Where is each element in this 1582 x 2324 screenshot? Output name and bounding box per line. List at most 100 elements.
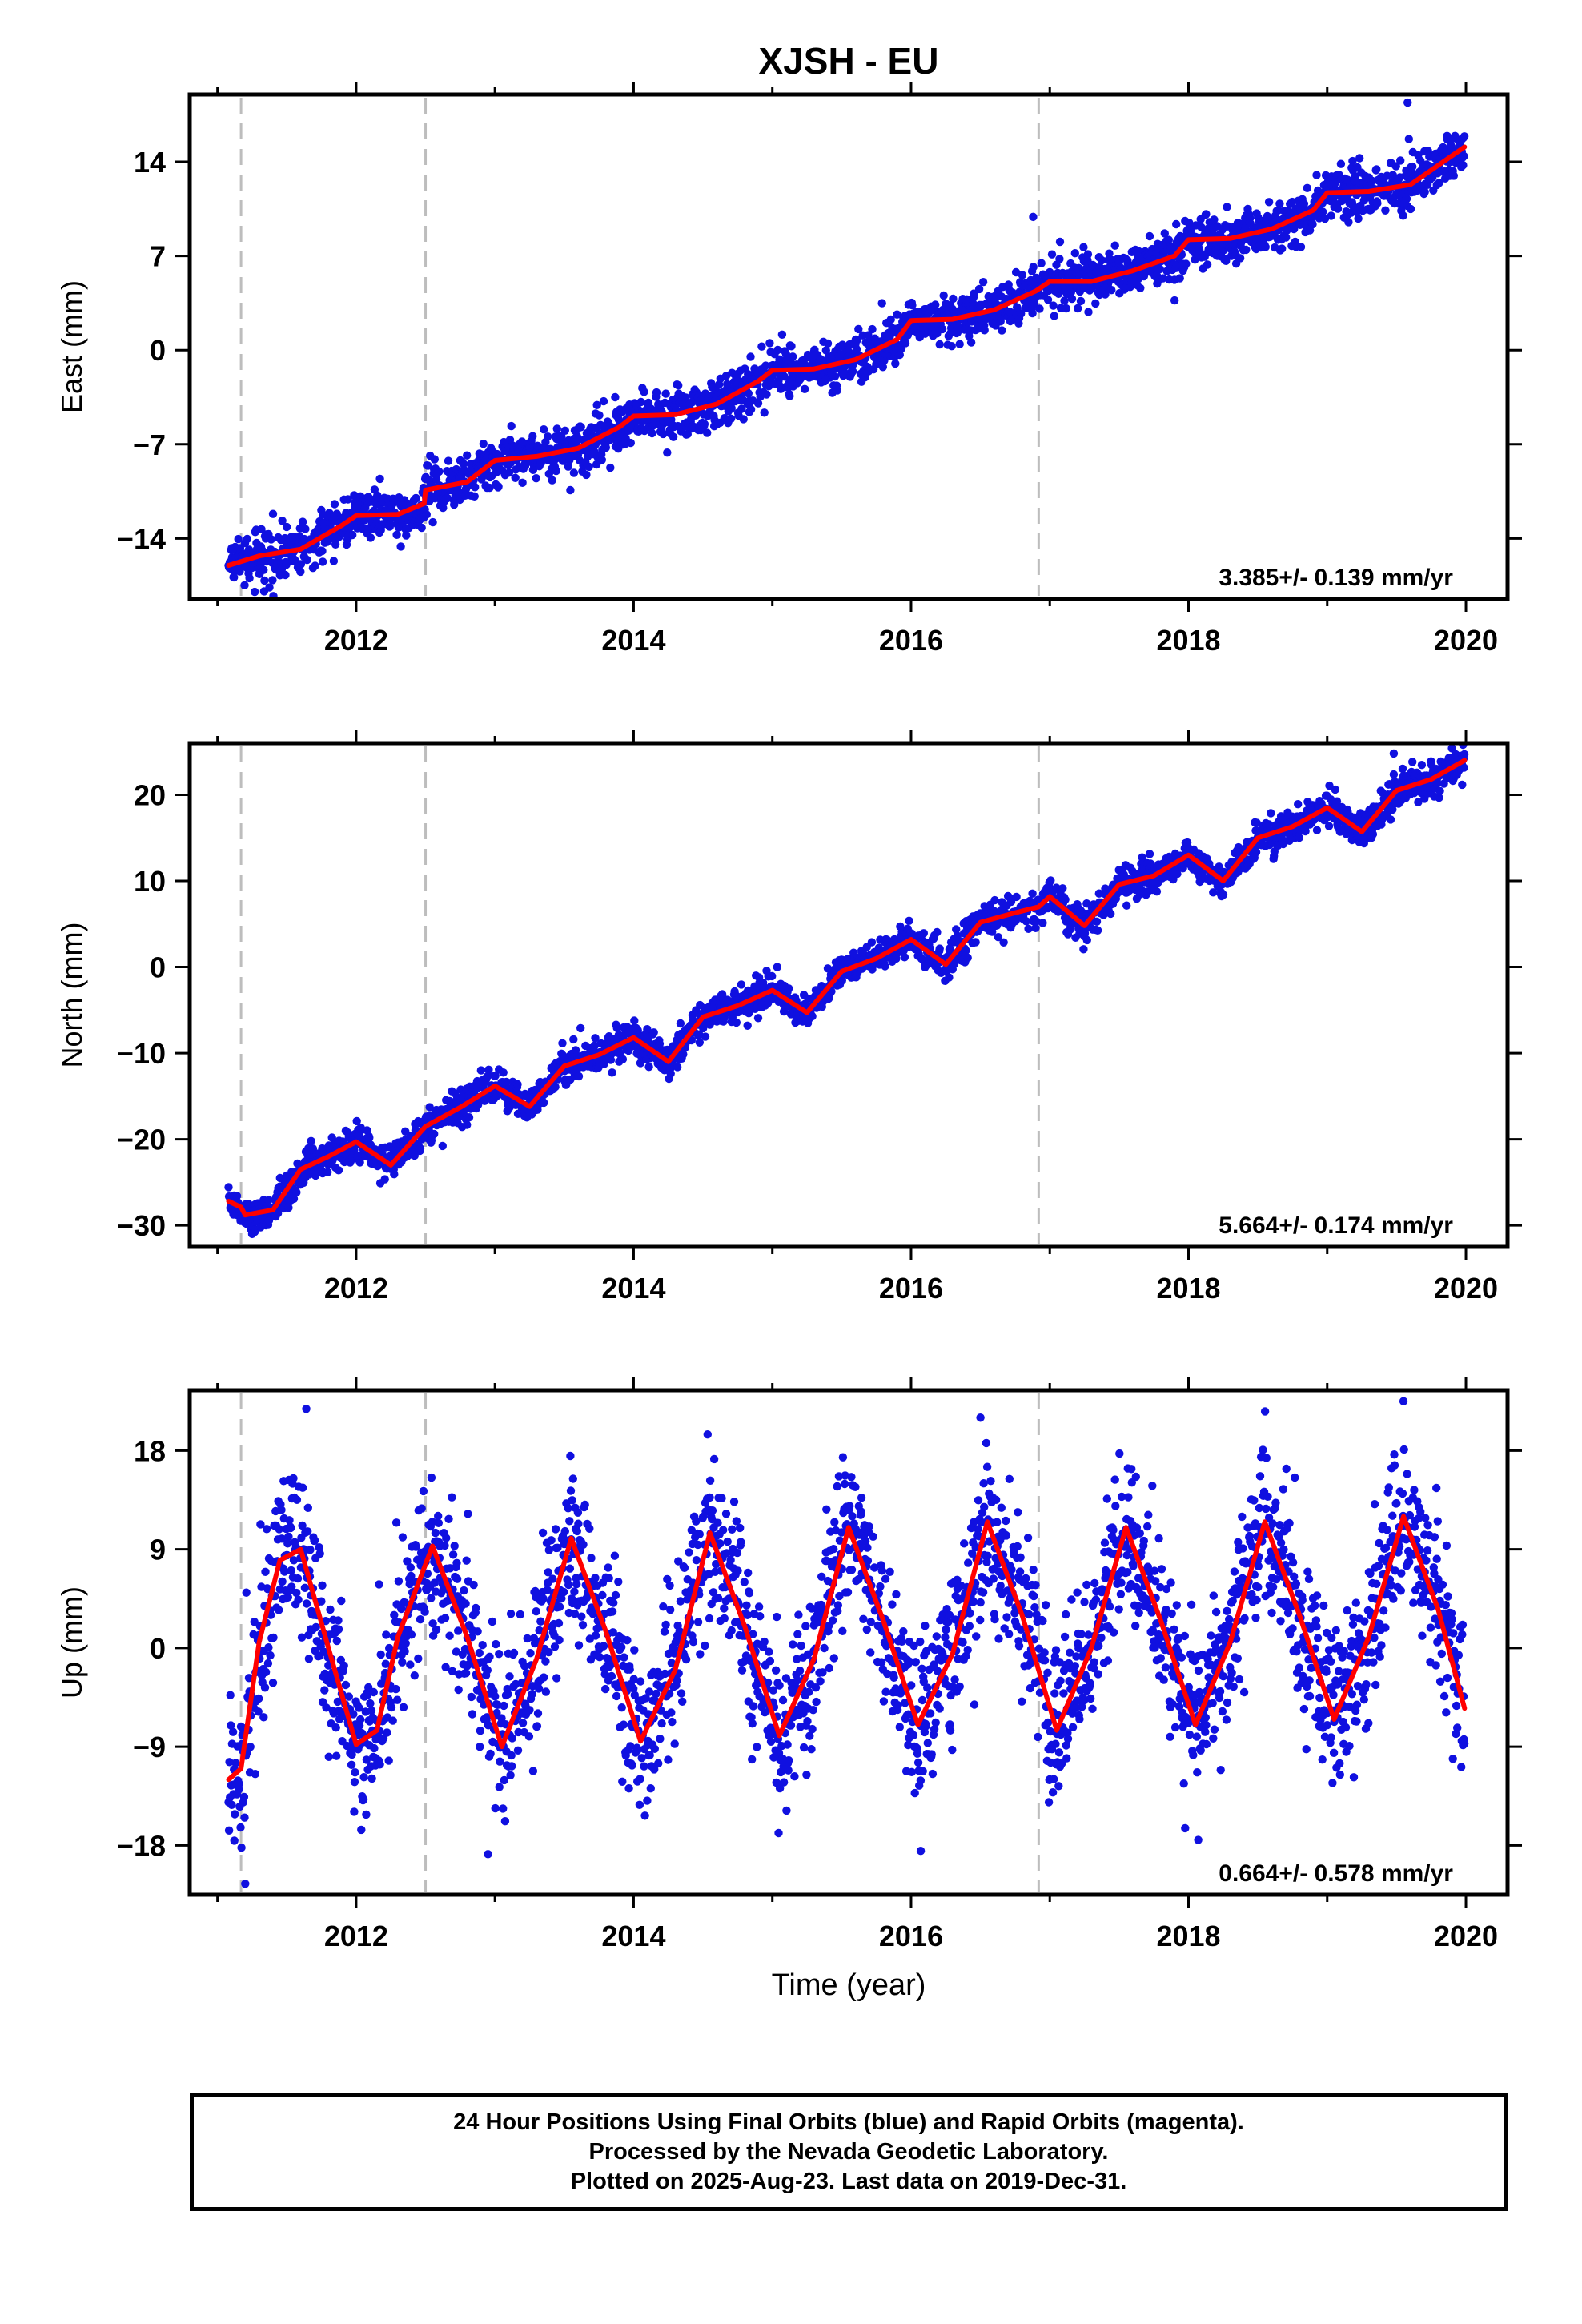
data-point xyxy=(743,1021,752,1031)
data-point xyxy=(935,944,944,953)
data-point xyxy=(1028,308,1037,318)
data-point xyxy=(1333,204,1343,213)
data-point xyxy=(727,404,736,412)
data-point xyxy=(1209,888,1218,897)
data-point xyxy=(232,1192,242,1200)
data-point xyxy=(1145,850,1154,858)
data-point xyxy=(1046,876,1055,885)
data-point xyxy=(1084,308,1093,316)
data-point xyxy=(1136,283,1145,292)
data-point xyxy=(1006,897,1016,907)
data-point xyxy=(999,938,1008,947)
data-point xyxy=(1373,199,1382,207)
y-tick-label: 7 xyxy=(150,240,166,273)
data-point xyxy=(880,356,889,365)
data-point xyxy=(1312,826,1322,834)
data-point xyxy=(484,1065,493,1075)
data-point xyxy=(676,1019,685,1028)
y-tick-label: 14 xyxy=(134,146,166,179)
data-point xyxy=(891,359,900,368)
data-point xyxy=(955,340,964,348)
data-point xyxy=(590,1041,600,1050)
data-point xyxy=(1420,187,1429,196)
data-point xyxy=(412,493,420,503)
data-point xyxy=(1155,264,1164,274)
data-point xyxy=(737,404,746,413)
data-point xyxy=(265,583,274,592)
data-point xyxy=(966,338,976,347)
y-axis-label: East (mm) xyxy=(55,280,88,413)
data-point xyxy=(746,352,755,361)
data-point xyxy=(566,485,575,495)
data-point xyxy=(649,1028,658,1037)
data-point xyxy=(931,300,940,309)
data-point xyxy=(640,388,648,396)
data-point xyxy=(311,1171,320,1180)
data-point xyxy=(1097,255,1106,265)
data-point xyxy=(428,517,437,527)
data-point xyxy=(422,510,431,519)
data-point xyxy=(470,492,479,501)
data-point xyxy=(978,278,988,287)
data-point xyxy=(558,1039,567,1048)
data-point xyxy=(1332,797,1342,806)
data-point xyxy=(674,381,683,390)
data-point xyxy=(673,1063,682,1072)
data-point xyxy=(251,587,259,597)
data-point xyxy=(737,980,746,989)
data-point xyxy=(1294,800,1303,809)
data-point xyxy=(528,432,537,440)
data-point xyxy=(1067,294,1077,304)
data-point xyxy=(1094,889,1104,898)
data-point xyxy=(652,388,661,397)
data-point xyxy=(1024,924,1033,934)
data-point xyxy=(908,300,917,310)
data-point xyxy=(1029,263,1038,271)
data-point xyxy=(540,425,548,434)
data-point xyxy=(576,1023,585,1033)
data-point xyxy=(318,546,327,556)
data-point xyxy=(1261,243,1270,251)
data-point xyxy=(630,1016,639,1025)
data-point xyxy=(330,500,339,509)
data-point xyxy=(463,451,472,460)
data-point xyxy=(600,1059,608,1068)
data-point xyxy=(355,1158,364,1167)
data-point xyxy=(560,426,569,435)
data-point xyxy=(739,415,748,424)
data-point xyxy=(292,1188,301,1197)
data-point xyxy=(499,1068,508,1077)
data-point xyxy=(511,473,520,482)
data-point xyxy=(753,1014,763,1023)
data-point xyxy=(479,440,488,448)
data-point xyxy=(1158,274,1167,283)
data-point xyxy=(1372,165,1381,174)
data-point xyxy=(840,368,849,376)
data-point xyxy=(1175,274,1184,283)
data-point xyxy=(234,534,243,544)
data-point xyxy=(1460,132,1469,141)
data-point xyxy=(311,561,319,570)
data-point xyxy=(224,1183,233,1192)
data-point xyxy=(1110,241,1119,250)
data-point xyxy=(608,1068,616,1077)
data-point xyxy=(1092,917,1102,927)
data-point xyxy=(1449,171,1459,180)
data-point xyxy=(1017,309,1026,318)
data-point xyxy=(1018,271,1027,279)
data-point xyxy=(430,1129,439,1139)
data-point xyxy=(1028,889,1037,899)
data-point xyxy=(303,555,311,565)
data-point xyxy=(901,339,910,348)
data-point xyxy=(692,411,701,420)
data-point xyxy=(1049,301,1058,310)
data-point xyxy=(648,428,656,438)
data-point xyxy=(773,963,781,971)
data-point xyxy=(1172,219,1181,229)
data-point xyxy=(952,925,961,934)
data-point-outlier xyxy=(1403,98,1412,107)
data-point xyxy=(267,535,275,544)
data-point xyxy=(491,1071,500,1080)
data-point xyxy=(905,916,913,926)
